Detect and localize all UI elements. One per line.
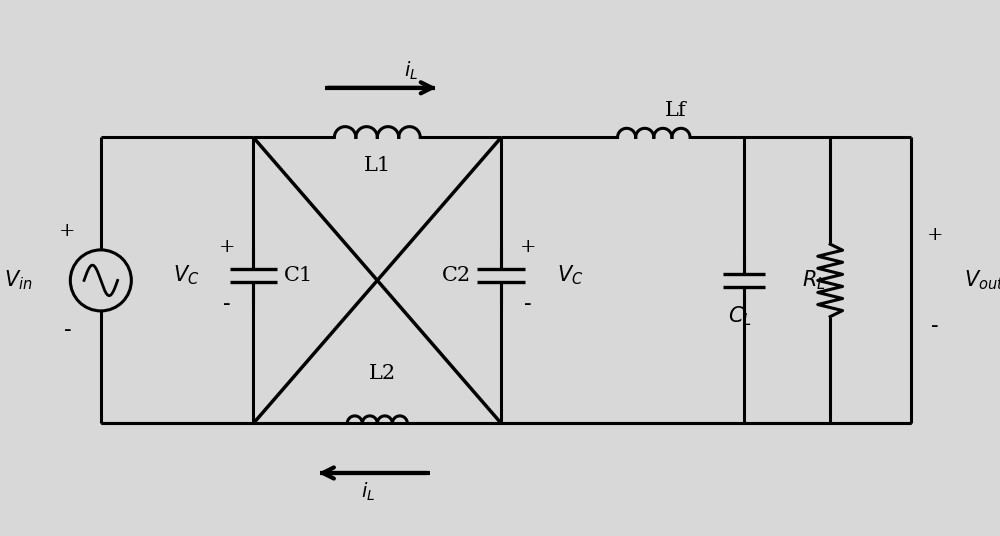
Text: -: - [64,319,71,341]
Text: +: + [218,238,235,256]
Text: $V_{in}$: $V_{in}$ [4,269,32,292]
Text: $V_{out}$: $V_{out}$ [964,269,1000,292]
Text: $V_C$: $V_C$ [557,264,583,287]
Text: -: - [524,293,532,315]
Text: +: + [927,226,943,244]
Text: Lf: Lf [665,101,687,120]
Text: -: - [931,315,939,337]
Text: $i_L$: $i_L$ [404,59,418,82]
Text: C1: C1 [284,266,313,285]
Text: $i_L$: $i_L$ [361,481,375,503]
Text: $V_C$: $V_C$ [173,264,200,287]
Text: L1: L1 [364,157,391,175]
Text: $C_L$: $C_L$ [728,305,752,329]
Text: +: + [520,238,536,256]
Text: -: - [223,293,230,315]
Text: C2: C2 [442,266,471,285]
Text: +: + [59,222,76,240]
Text: $R_L$: $R_L$ [802,269,825,292]
Text: L2: L2 [369,364,396,383]
